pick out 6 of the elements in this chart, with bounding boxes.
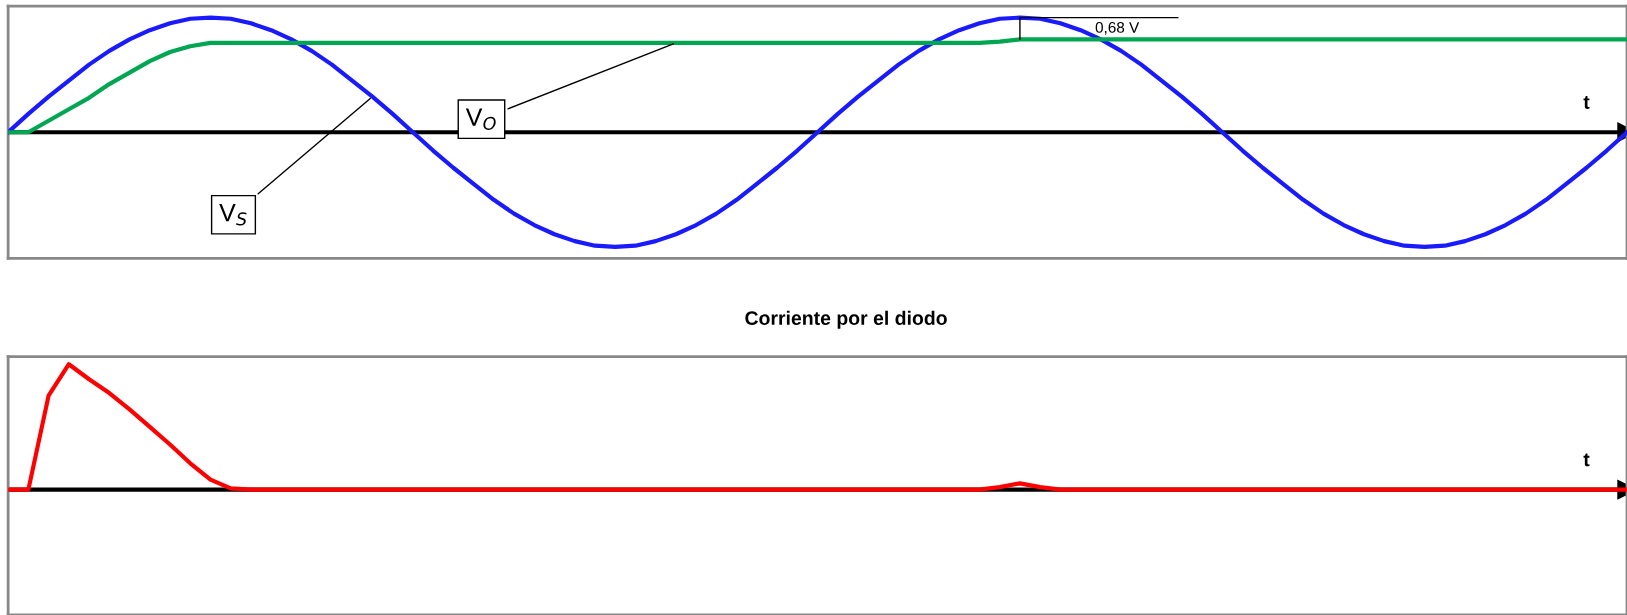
annotation: V$_{O}$ — [465, 108, 496, 130]
x-axis-title: t — [1583, 453, 1590, 467]
x-axis-title: t — [1583, 96, 1590, 109]
annotation: V$_{S}$ — [219, 203, 247, 226]
chart-title: Corriente por el diodo — [745, 310, 947, 329]
annotation: 0,68 V — [1095, 22, 1140, 35]
